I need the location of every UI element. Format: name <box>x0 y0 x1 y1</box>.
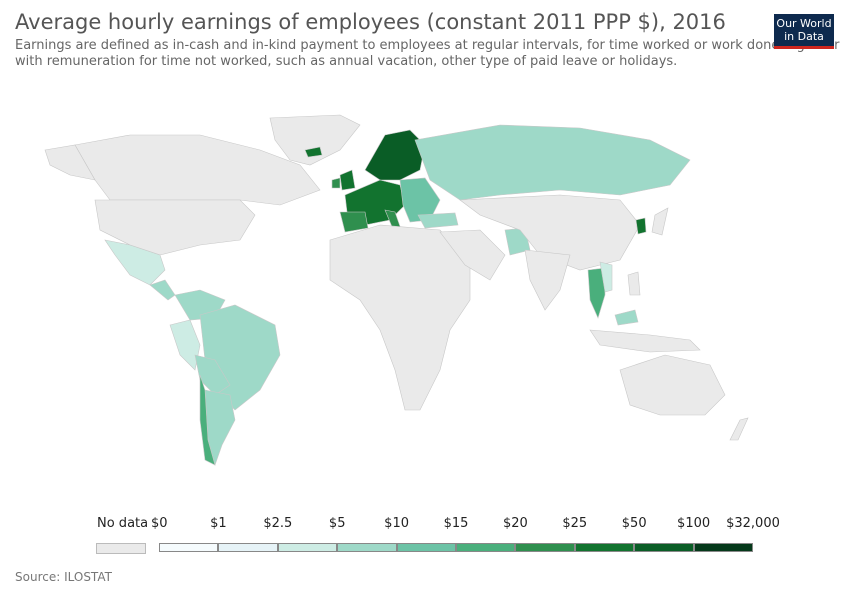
legend-no-data-swatch <box>96 543 146 554</box>
legend-swatch[interactable] <box>515 543 575 552</box>
region-iberia <box>339 211 369 233</box>
legend-bin-label: $100 <box>677 516 711 531</box>
region-asia <box>459 194 641 271</box>
region-vietnam <box>599 261 613 293</box>
region-bolivia <box>194 354 231 396</box>
legend-swatch[interactable] <box>456 543 516 552</box>
region-scandinavia <box>364 129 426 181</box>
legend-swatch[interactable] <box>218 543 278 552</box>
legend-bin-label: $0 <box>151 516 168 531</box>
legend-swatch[interactable] <box>159 543 219 552</box>
region-iceland <box>304 146 323 158</box>
region-new-zealand <box>729 417 749 441</box>
legend-bin-label: $1 <box>210 516 227 531</box>
world-map[interactable] <box>0 100 850 500</box>
legend-swatch[interactable] <box>634 543 694 552</box>
region-indonesia <box>589 329 701 353</box>
chart-title: Average hourly earnings of employees (co… <box>15 10 726 34</box>
region-canada <box>74 134 321 206</box>
legend-bin-label: $10 <box>384 516 409 531</box>
region-malaysia <box>614 309 639 326</box>
legend-swatch[interactable] <box>693 543 753 552</box>
legend-no-data-label: No data <box>97 516 149 531</box>
region-philippines <box>627 271 641 296</box>
legend-swatch[interactable] <box>396 543 456 552</box>
region-australia <box>619 354 726 416</box>
legend-bin-label: $20 <box>502 516 528 531</box>
region-russia <box>414 124 691 201</box>
legend-swatch[interactable] <box>574 543 635 552</box>
region-korea <box>635 217 647 235</box>
legend-swatch[interactable] <box>277 543 338 552</box>
region-uk <box>339 169 356 191</box>
legend: No data $0 $1 $2.5 $5 $10 $15 $20 $25 $50 $100 $32… <box>0 510 850 570</box>
region-turkey <box>417 212 459 229</box>
region-usa <box>94 199 256 256</box>
legend-bin-label: $25 <box>562 516 588 531</box>
legend-bin-label: $5 <box>328 516 346 531</box>
owid-logo[interactable]: Our World in Data <box>774 14 834 49</box>
region-middle-east <box>439 229 506 281</box>
legend-bin-label: $50 <box>621 516 647 531</box>
legend-bin-label: $32,000 <box>726 516 780 531</box>
region-india <box>524 249 571 311</box>
region-chile <box>199 374 216 466</box>
region-alaska <box>44 144 96 181</box>
region-africa <box>329 224 471 411</box>
legend-bin-label: $2.5 <box>263 516 293 531</box>
region-mexico <box>104 239 166 286</box>
legend-bin-label: $15 <box>443 516 469 531</box>
region-central-america <box>149 279 176 301</box>
chart-subtitle: Earnings are defined as in-cash and in-k… <box>15 38 840 69</box>
source-note: Source: ILOSTAT <box>15 570 112 584</box>
region-japan <box>651 207 669 236</box>
logo-line-1: Our World <box>776 17 832 30</box>
region-ireland <box>331 177 341 189</box>
region-peru <box>169 319 201 371</box>
logo-line-2: in Data <box>784 30 824 43</box>
legend-swatch[interactable] <box>337 543 397 552</box>
region-greenland <box>269 114 361 166</box>
